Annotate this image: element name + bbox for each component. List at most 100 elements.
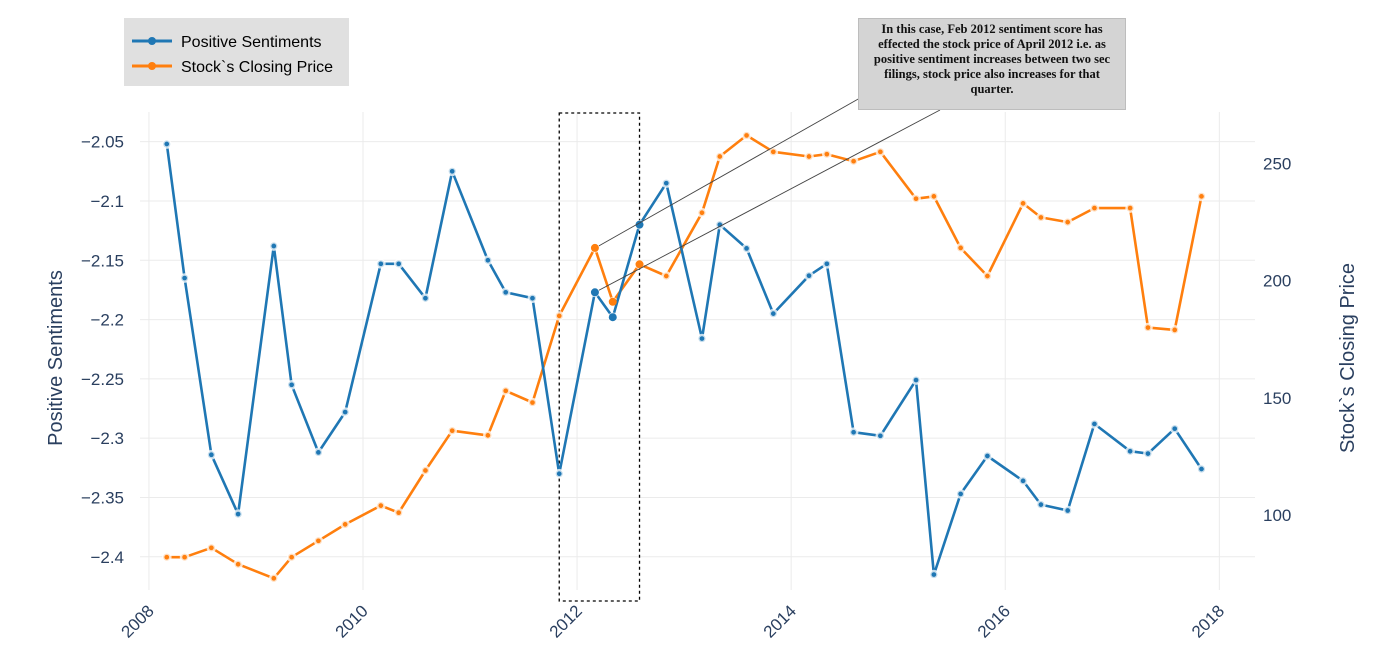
data-point-price[interactable] — [714, 151, 725, 162]
data-point-price[interactable] — [982, 271, 993, 281]
data-point-price[interactable] — [955, 243, 966, 253]
data-point-sentiment[interactable] — [313, 447, 324, 458]
data-point-price[interactable] — [804, 151, 814, 162]
data-point-price[interactable] — [179, 552, 190, 563]
data-point-price[interactable] — [661, 271, 672, 281]
data-point-price[interactable] — [911, 193, 921, 204]
y-tick-label: −2.35 — [81, 488, 124, 507]
data-point-sentiment[interactable] — [393, 258, 404, 269]
data-point-sentiment[interactable] — [929, 569, 939, 580]
data-point-price[interactable] — [500, 385, 511, 396]
data-point-price[interactable] — [313, 535, 324, 546]
y-tick-label: −2.25 — [81, 370, 124, 389]
data-point-sentiment[interactable] — [804, 270, 814, 281]
data-point-sentiment[interactable] — [206, 449, 217, 460]
data-point-price[interactable] — [447, 425, 458, 436]
data-point-price[interactable] — [741, 130, 752, 141]
data-point-sentiment[interactable] — [741, 243, 752, 254]
data-point-price[interactable] — [527, 397, 538, 408]
highlighted-point-sentiment[interactable] — [635, 220, 644, 229]
data-point-price[interactable] — [554, 311, 565, 321]
highlighted-point-price[interactable] — [608, 297, 617, 306]
data-point-sentiment[interactable] — [875, 430, 886, 441]
highlighted-point-sentiment[interactable] — [590, 288, 599, 297]
highlighted-point-sentiment[interactable] — [608, 313, 617, 322]
data-point-price[interactable] — [340, 519, 351, 530]
data-point-sentiment[interactable] — [286, 379, 297, 390]
data-point-sentiment[interactable] — [1196, 464, 1207, 474]
data-point-sentiment[interactable] — [1169, 423, 1180, 434]
legend-label-price: Stock`s Closing Price — [181, 59, 333, 76]
data-point-sentiment[interactable] — [911, 375, 921, 385]
data-point-sentiment[interactable] — [447, 166, 458, 177]
data-point-price[interactable] — [393, 507, 404, 518]
data-point-price[interactable] — [161, 552, 172, 563]
data-point-price[interactable] — [268, 573, 279, 584]
data-point-sentiment[interactable] — [982, 451, 993, 461]
data-point-sentiment[interactable] — [1062, 505, 1073, 516]
data-point-sentiment[interactable] — [1089, 419, 1100, 429]
series-layer — [161, 130, 1207, 584]
data-point-price[interactable] — [375, 500, 386, 511]
data-point-price[interactable] — [1196, 191, 1207, 202]
data-point-sentiment[interactable] — [527, 293, 538, 304]
data-point-price[interactable] — [929, 191, 939, 202]
data-point-price[interactable] — [821, 149, 832, 160]
data-point-price[interactable] — [1062, 217, 1073, 227]
data-point-price[interactable] — [1169, 325, 1180, 335]
data-point-sentiment[interactable] — [375, 258, 386, 269]
data-point-sentiment[interactable] — [268, 241, 279, 251]
data-point-sentiment[interactable] — [1036, 499, 1046, 510]
x-tick-label: 2016 — [974, 601, 1014, 641]
data-point-sentiment[interactable] — [768, 308, 779, 319]
y-tick-label: −2.4 — [90, 548, 124, 567]
data-point-sentiment[interactable] — [161, 139, 172, 149]
data-point-price[interactable] — [1143, 322, 1153, 333]
data-point-price[interactable] — [875, 146, 886, 157]
data-point-price[interactable] — [206, 542, 217, 553]
data-point-sentiment[interactable] — [483, 255, 493, 266]
data-point-sentiment[interactable] — [340, 407, 351, 417]
data-point-sentiment[interactable] — [233, 509, 243, 519]
y-tick-label: −2.1 — [90, 192, 124, 211]
data-point-sentiment[interactable] — [420, 293, 431, 304]
legend-background — [124, 18, 349, 86]
highlighted-point-price[interactable] — [590, 243, 599, 252]
data-point-sentiment[interactable] — [1125, 446, 1135, 457]
data-point-sentiment[interactable] — [500, 287, 511, 298]
highlighted-point-price[interactable] — [635, 260, 644, 269]
data-point-sentiment[interactable] — [848, 427, 859, 438]
data-point-sentiment[interactable] — [821, 258, 832, 269]
x-tick-label: 2014 — [760, 601, 800, 641]
data-point-price[interactable] — [483, 430, 493, 441]
data-point-sentiment[interactable] — [179, 273, 190, 283]
data-point-price[interactable] — [286, 552, 297, 563]
data-point-sentiment[interactable] — [1143, 448, 1153, 459]
data-point-price[interactable] — [848, 156, 859, 167]
legend-marker-price — [148, 62, 156, 70]
data-point-price[interactable] — [768, 146, 779, 157]
series-line-sentiment — [165, 143, 1203, 576]
y2-tick-label: 200 — [1263, 272, 1291, 291]
highlight-layer — [558, 112, 641, 602]
data-point-price[interactable] — [233, 559, 243, 570]
y2-axis-title: Stock`s Closing Price — [1337, 263, 1359, 453]
data-point-price[interactable] — [1089, 203, 1100, 213]
y-tick-label: −2.15 — [81, 251, 124, 270]
data-point-sentiment[interactable] — [697, 333, 707, 344]
data-point-sentiment[interactable] — [661, 178, 672, 189]
data-point-sentiment[interactable] — [955, 489, 966, 499]
legend[interactable]: Positive Sentiments Stock`s Closing Pric… — [124, 18, 349, 86]
y2-tick-label: 100 — [1263, 506, 1291, 525]
y-axis-title: Positive Sentiments — [45, 270, 67, 446]
data-point-price[interactable] — [1125, 203, 1135, 213]
data-point-price[interactable] — [1018, 198, 1028, 209]
data-point-price[interactable] — [1036, 212, 1046, 223]
data-point-price[interactable] — [420, 465, 431, 476]
x-tick-label: 2012 — [546, 601, 586, 641]
data-point-sentiment[interactable] — [1018, 476, 1028, 486]
y2-tick-label: 150 — [1263, 389, 1291, 408]
data-point-sentiment[interactable] — [554, 468, 565, 479]
annotation-arrow-sentiment — [598, 109, 941, 291]
data-point-price[interactable] — [697, 207, 707, 218]
